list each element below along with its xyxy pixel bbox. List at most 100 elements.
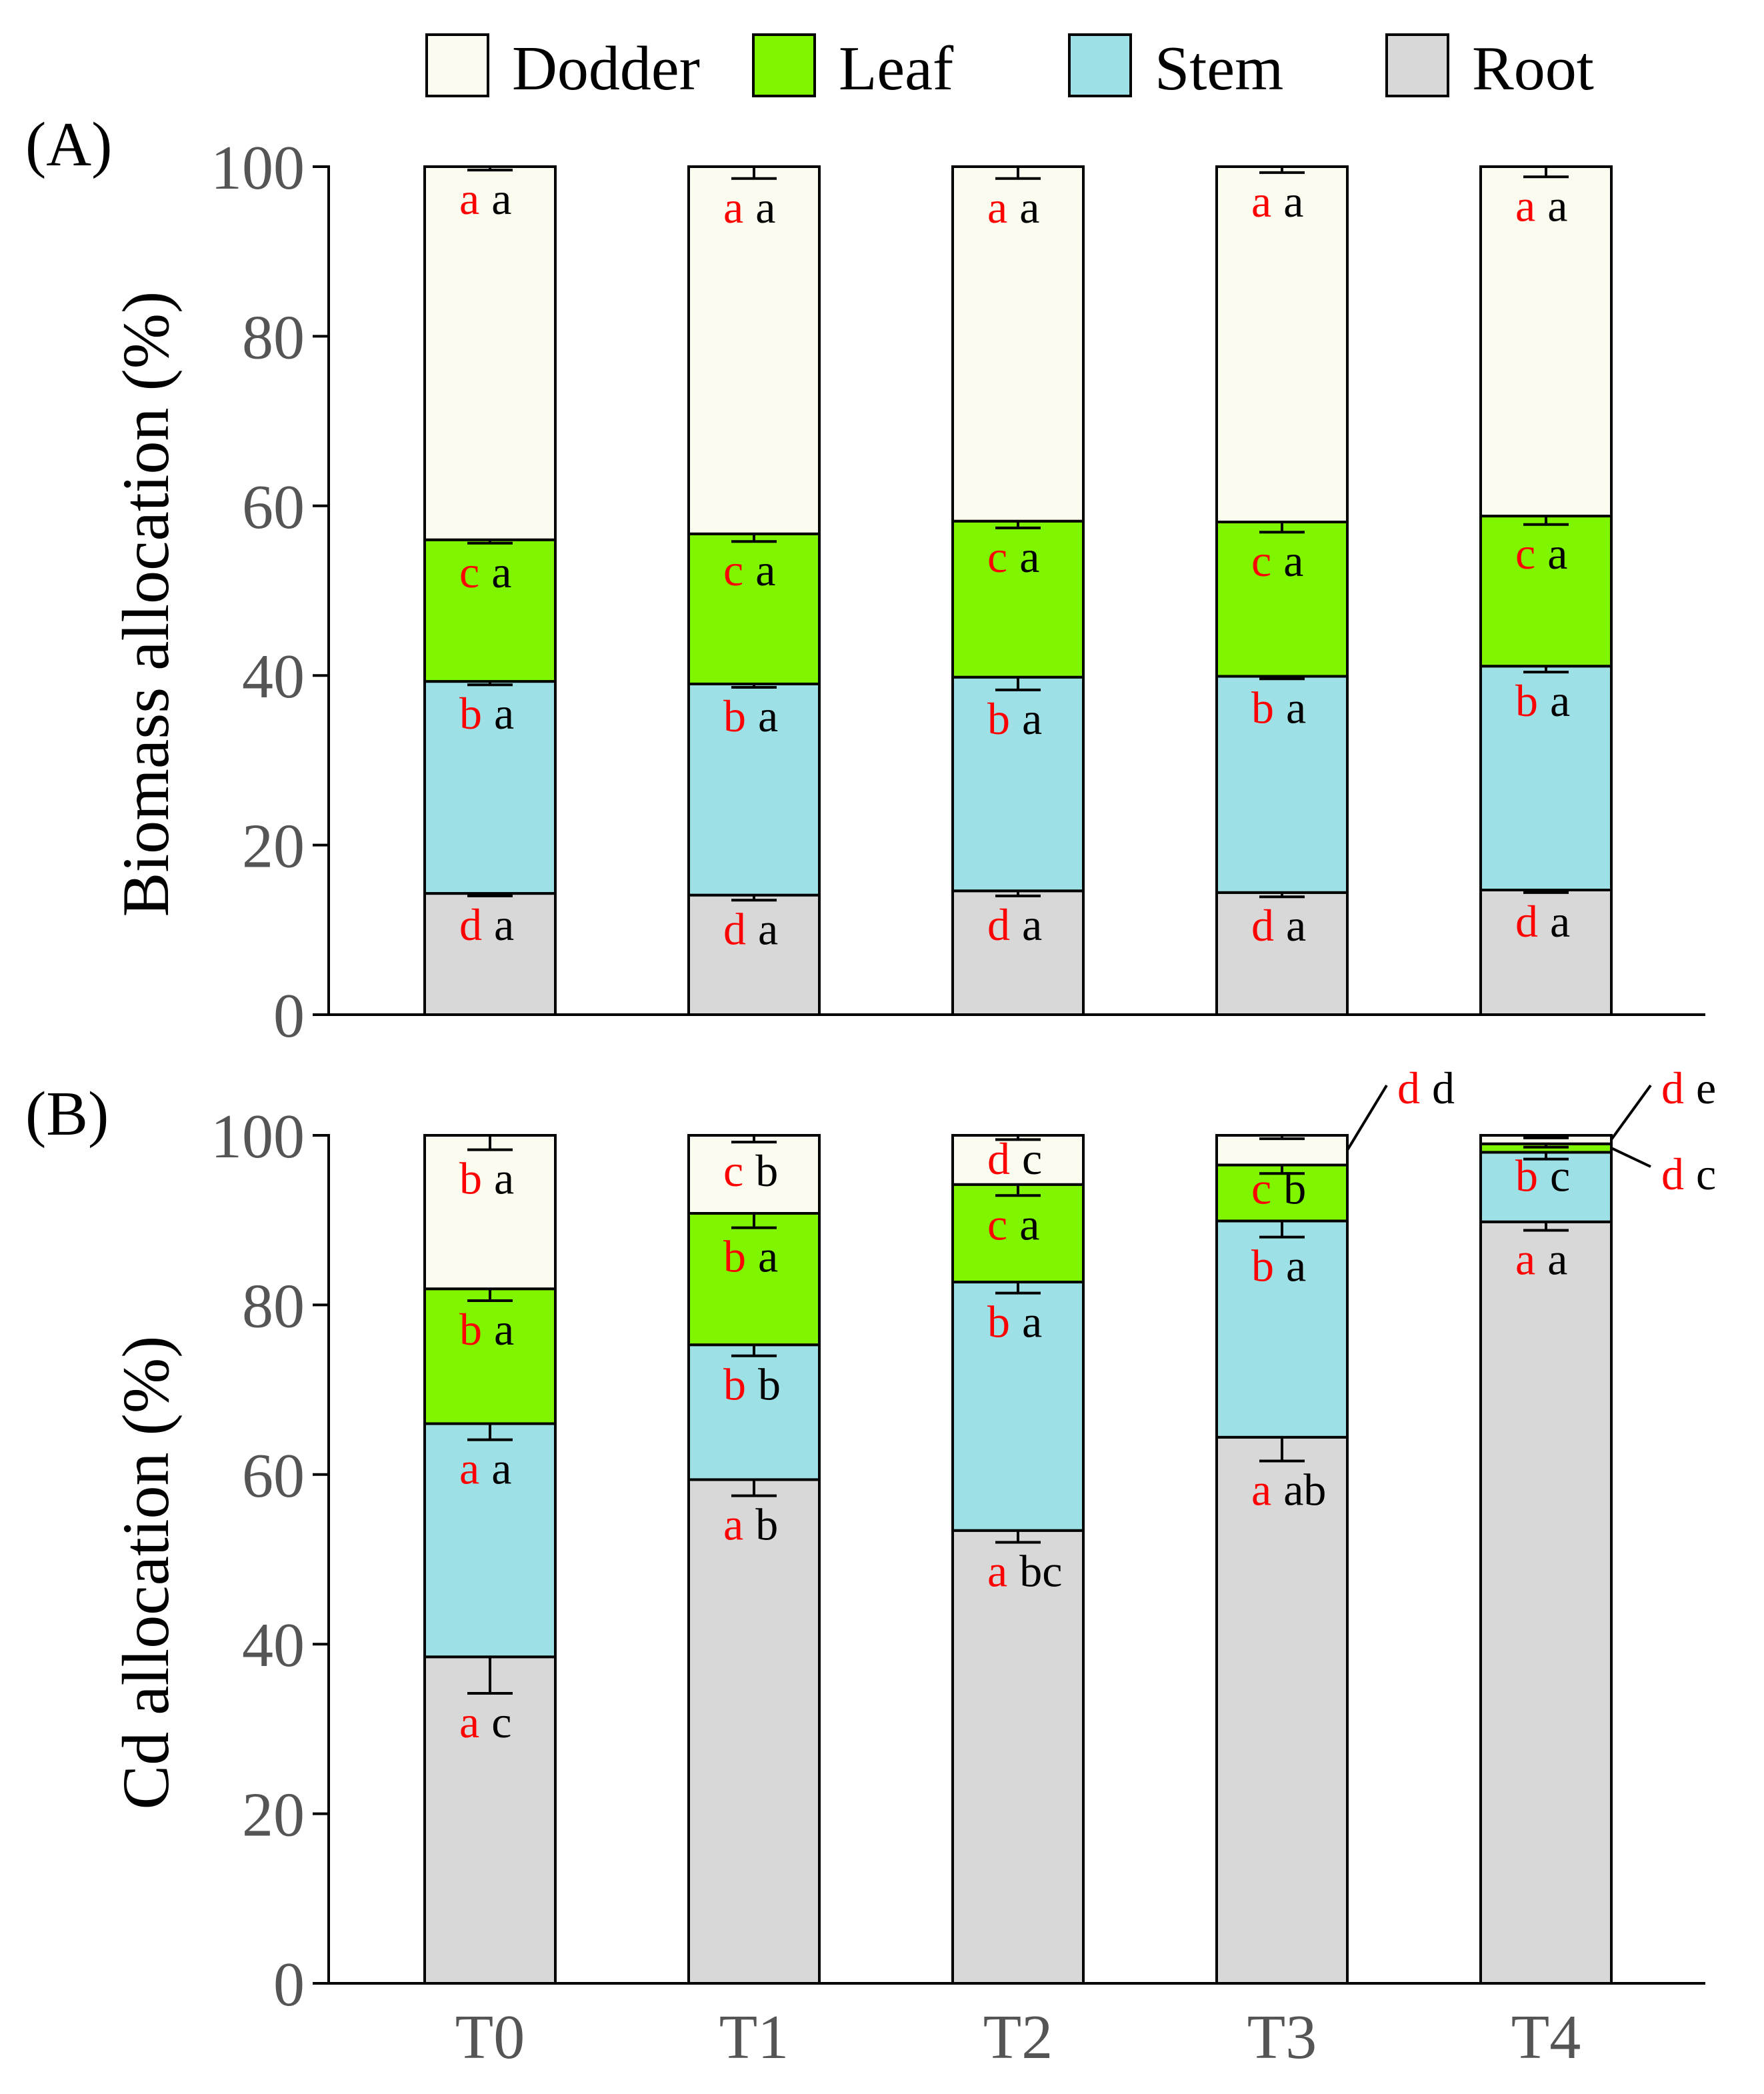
significance-letter-primary: a xyxy=(1251,1464,1271,1515)
annotation-leader xyxy=(1610,1084,1652,1141)
bar-segment-leaf xyxy=(423,1287,557,1425)
significance-letter-secondary: a xyxy=(1022,899,1042,950)
bar-segment-root xyxy=(1479,889,1613,1016)
significance-letter-primary: c xyxy=(459,547,479,597)
significance-letter-secondary: a xyxy=(1019,1199,1039,1249)
y-tick-label: 100 xyxy=(211,133,305,203)
significance-letter-primary: c xyxy=(987,1199,1007,1249)
annotation-leader xyxy=(1611,1147,1651,1168)
significance-letter-secondary: a xyxy=(1283,535,1303,586)
y-tick-label: 60 xyxy=(242,473,305,542)
x-tick-label: T4 xyxy=(1511,2003,1581,2072)
bar-segment-dodder xyxy=(687,1134,821,1215)
significance-letter-primary: d xyxy=(1661,1149,1684,1199)
y-axis-title: Biomass allocation (%) xyxy=(109,291,183,917)
bar-segment-dodder xyxy=(423,165,557,541)
significance-letter-secondary: c xyxy=(1022,1133,1042,1184)
significance-letter-secondary: a xyxy=(494,688,514,739)
significance-letter-primary: b xyxy=(1251,1241,1274,1291)
significance-letter-primary: b xyxy=(987,1297,1010,1347)
y-tick-label: 20 xyxy=(242,812,305,881)
significance-letter-primary: d xyxy=(459,899,482,950)
significance-letter-secondary: a xyxy=(1019,182,1039,233)
significance-letter-secondary: b xyxy=(758,1359,781,1410)
significance-letter-secondary: a xyxy=(1547,1233,1567,1284)
legend-swatch-root xyxy=(1385,33,1449,97)
bar-segment-leaf xyxy=(1215,520,1349,678)
bar-segment-root xyxy=(1215,891,1349,1017)
significance-letter-secondary: a xyxy=(1283,176,1303,227)
legend-label-dodder: Dodder xyxy=(512,34,700,103)
annotation-leader xyxy=(1346,1084,1388,1151)
significance-letter-secondary: b xyxy=(1283,1163,1306,1214)
significance-letter-primary: a xyxy=(1251,176,1271,227)
significance-letter-primary: c xyxy=(723,545,743,595)
significance-letter-secondary: c xyxy=(1550,1150,1570,1201)
significance-letter-secondary: a xyxy=(1022,693,1042,744)
significance-letter-secondary: a xyxy=(758,1231,778,1282)
bar-segment-dodder xyxy=(1215,165,1349,523)
significance-letter-secondary: a xyxy=(758,903,778,954)
significance-letter-secondary: a xyxy=(1547,180,1567,231)
bar-segment-dodder xyxy=(423,1134,557,1291)
x-tick-label: T0 xyxy=(455,2003,525,2072)
bar-segment-stem xyxy=(1479,1151,1613,1223)
x-tick-label: T3 xyxy=(1247,2003,1317,2072)
significance-letter-primary: a xyxy=(987,1546,1007,1597)
significance-letter-secondary: a xyxy=(494,1153,514,1204)
bar-segment-stem xyxy=(687,682,821,897)
y-tick-label: 40 xyxy=(242,642,305,711)
significance-letter-primary: c xyxy=(1251,1163,1271,1214)
significance-letter-primary: a xyxy=(459,1443,479,1494)
y-tick-label: 20 xyxy=(242,1781,305,1850)
significance-letter-secondary: a xyxy=(758,691,778,741)
bar-segment-stem xyxy=(1479,665,1613,892)
significance-letter-primary: a xyxy=(987,182,1007,233)
y-tick-label: 0 xyxy=(273,981,305,1051)
x-tick-label: T1 xyxy=(719,2003,789,2072)
significance-letter-secondary: a xyxy=(1550,896,1570,947)
legend-swatch-dodder xyxy=(425,33,489,97)
bar-segment-root xyxy=(687,893,821,1016)
legend-swatch-leaf xyxy=(752,33,816,97)
bar-segment-stem xyxy=(951,1281,1085,1532)
significance-letters: a bc xyxy=(987,1546,1062,1597)
significance-letter-secondary: a xyxy=(494,899,514,950)
significance-letter-primary: d xyxy=(1661,1063,1684,1113)
bar-segment-root xyxy=(1215,1435,1349,1985)
significance-letter-primary: d xyxy=(1397,1063,1420,1113)
bar-segment-stem xyxy=(423,680,557,895)
y-tick-label: 80 xyxy=(242,303,305,372)
significance-letter-primary: b xyxy=(723,1359,746,1410)
significance-letter-primary: c xyxy=(1515,528,1535,579)
legend-label-stem: Stem xyxy=(1155,34,1283,103)
bar-segment-leaf xyxy=(423,538,557,683)
significance-letter-secondary: a xyxy=(1550,675,1570,726)
y-tick-label: 40 xyxy=(242,1611,305,1680)
legend-swatch-stem xyxy=(1068,33,1132,97)
significance-letter-primary: b xyxy=(723,691,746,741)
y-tick-label: 80 xyxy=(242,1271,305,1341)
significance-letter-primary: a xyxy=(723,182,743,233)
significance-letter-primary: c xyxy=(987,531,1007,582)
bar-segment-root xyxy=(1479,1220,1613,1985)
